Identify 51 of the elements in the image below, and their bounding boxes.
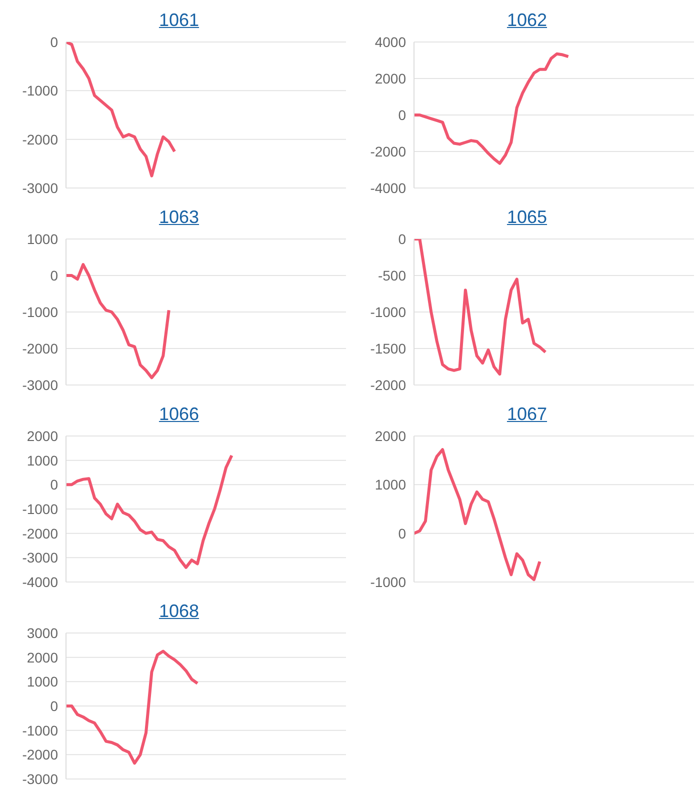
y-tick-label: -1000 xyxy=(22,500,58,517)
chart-title: 1062 xyxy=(506,9,548,32)
y-tick-label: -4000 xyxy=(22,574,58,590)
line-series xyxy=(64,454,234,569)
line-series xyxy=(64,263,170,380)
y-tick-label: -1000 xyxy=(22,304,58,320)
y-tick-label: -2000 xyxy=(370,143,406,160)
y-tick-label: -1000 xyxy=(22,82,58,99)
chart-title: 1065 xyxy=(506,206,548,229)
y-tick-label: -1000 xyxy=(370,574,406,590)
y-tick-label: 0 xyxy=(50,34,58,50)
line-series xyxy=(64,42,176,178)
y-tick-label: -3000 xyxy=(22,180,58,196)
y-tick-label: -1000 xyxy=(370,304,406,320)
line-series xyxy=(412,448,542,582)
y-tick-label: -500 xyxy=(378,267,406,284)
y-tick-label: 0 xyxy=(398,106,406,123)
y-tick-label: 4000 xyxy=(374,34,406,50)
y-tick-label: 1000 xyxy=(26,230,58,247)
y-tick-label: -2000 xyxy=(22,525,58,542)
line-series xyxy=(412,239,547,376)
y-tick-label: 0 xyxy=(50,698,58,714)
y-tick-label: 0 xyxy=(50,476,58,493)
chart-title: 1061 xyxy=(158,9,200,32)
y-tick-label: 1000 xyxy=(374,476,406,493)
y-tick-label: 0 xyxy=(398,525,406,542)
y-tick-label: 2000 xyxy=(26,649,58,666)
y-tick-label: 0 xyxy=(50,267,58,284)
chart-title: 1066 xyxy=(158,403,200,426)
line-series xyxy=(64,650,199,765)
chart-title: 1067 xyxy=(506,403,548,426)
y-tick-label: -3000 xyxy=(22,770,58,787)
y-tick-label: 2000 xyxy=(374,428,406,444)
y-tick-label: -1500 xyxy=(370,340,406,356)
y-tick-label: 1000 xyxy=(26,674,58,690)
y-tick-label: 0 xyxy=(398,230,406,247)
y-tick-label: -1000 xyxy=(22,722,58,738)
y-tick-label: 2000 xyxy=(26,428,58,444)
y-tick-label: -4000 xyxy=(370,180,406,196)
line-series xyxy=(412,52,570,165)
y-tick-label: -2000 xyxy=(22,746,58,763)
chart-title: 1068 xyxy=(158,600,200,623)
y-tick-label: 1000 xyxy=(26,452,58,468)
y-tick-label: -2000 xyxy=(22,340,58,356)
y-tick-label: -2000 xyxy=(370,376,406,393)
chart-title: 1063 xyxy=(158,206,200,229)
y-tick-label: -2000 xyxy=(22,131,58,148)
y-tick-label: 2000 xyxy=(374,70,406,86)
y-tick-label: 3000 xyxy=(26,624,58,641)
y-tick-label: -3000 xyxy=(22,376,58,393)
y-tick-label: -3000 xyxy=(22,550,58,566)
